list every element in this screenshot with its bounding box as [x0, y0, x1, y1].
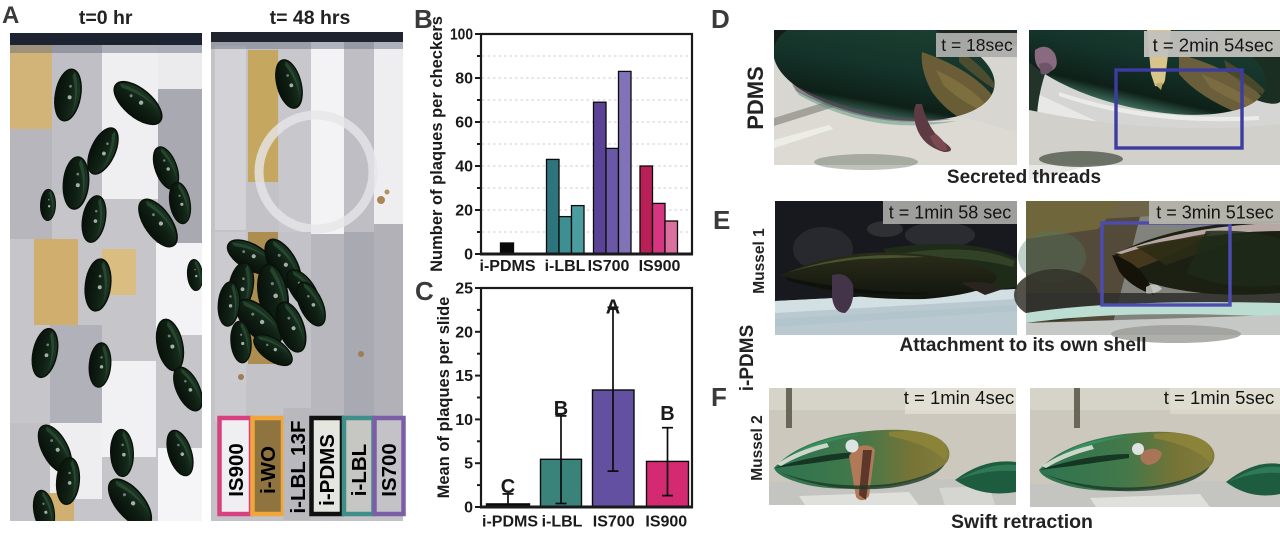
- svg-text:t= 48 hrs: t= 48 hrs: [270, 7, 351, 29]
- svg-text:IS700: IS700: [588, 258, 630, 275]
- svg-text:IS900: IS900: [225, 443, 248, 497]
- svg-text:i-PDMS: i-PDMS: [482, 514, 538, 531]
- svg-text:t = 18sec: t = 18sec: [941, 35, 1013, 55]
- svg-text:E: E: [713, 205, 730, 235]
- svg-text:i-PDMS: i-PDMS: [480, 258, 536, 275]
- svg-text:25: 25: [455, 281, 473, 298]
- svg-text:A: A: [606, 297, 620, 319]
- svg-text:40: 40: [455, 159, 473, 176]
- svg-text:Number of plaques per checkers: Number of plaques per checkers: [428, 16, 446, 272]
- svg-text:C: C: [501, 476, 515, 498]
- svg-text:i-LBL: i-LBL: [542, 514, 583, 531]
- svg-text:Attachment to its own shell: Attachment to its own shell: [899, 335, 1146, 356]
- svg-text:100: 100: [450, 27, 473, 44]
- svg-text:i-LBL 13F: i-LBL 13F: [287, 420, 310, 513]
- svg-text:Secreted threads: Secreted threads: [947, 167, 1101, 188]
- svg-text:t = 1min 4sec: t = 1min 4sec: [904, 387, 1015, 408]
- svg-text:10: 10: [455, 412, 473, 429]
- svg-text:i-LBL: i-LBL: [545, 258, 586, 275]
- svg-text:t = 2min 54sec: t = 2min 54sec: [1153, 35, 1274, 56]
- svg-text:IS700: IS700: [378, 443, 401, 497]
- svg-text:B: B: [554, 398, 568, 420]
- svg-text:i-PDMS: i-PDMS: [316, 434, 339, 506]
- svg-text:i-LBL: i-LBL: [348, 444, 371, 496]
- svg-text:t = 1min 58 sec: t = 1min 58 sec: [889, 203, 1012, 223]
- svg-text:60: 60: [455, 115, 473, 132]
- svg-text:80: 80: [455, 71, 473, 88]
- svg-text:i-PDMS: i-PDMS: [737, 325, 758, 392]
- svg-text:C: C: [415, 276, 434, 306]
- svg-text:A: A: [2, 2, 19, 29]
- svg-text:5: 5: [464, 456, 473, 473]
- svg-text:IS700: IS700: [593, 514, 635, 531]
- svg-text:0: 0: [464, 500, 473, 517]
- svg-text:B: B: [414, 4, 433, 34]
- svg-text:15: 15: [455, 368, 473, 385]
- svg-text:IS900: IS900: [645, 514, 687, 531]
- svg-text:i-WO: i-WO: [257, 446, 280, 494]
- svg-text:Mean of plaques per slide: Mean of plaques per slide: [435, 297, 453, 499]
- svg-text:0: 0: [464, 247, 473, 264]
- svg-text:Swift retraction: Swift retraction: [951, 511, 1093, 533]
- svg-text:B: B: [660, 403, 674, 425]
- svg-text:t = 1min 5sec: t = 1min 5sec: [1164, 387, 1275, 408]
- svg-text:PDMS: PDMS: [743, 66, 768, 130]
- svg-text:Mussel 1: Mussel 1: [751, 228, 768, 294]
- svg-text:20: 20: [455, 324, 473, 341]
- svg-text:Mussel 2: Mussel 2: [749, 415, 766, 480]
- svg-text:IS900: IS900: [639, 258, 681, 275]
- svg-text:t=0 hr: t=0 hr: [79, 7, 133, 29]
- svg-text:D: D: [711, 4, 730, 34]
- svg-text:20: 20: [455, 203, 473, 220]
- svg-text:F: F: [711, 382, 727, 412]
- svg-text:t = 3min 51sec: t = 3min 51sec: [1156, 203, 1274, 223]
